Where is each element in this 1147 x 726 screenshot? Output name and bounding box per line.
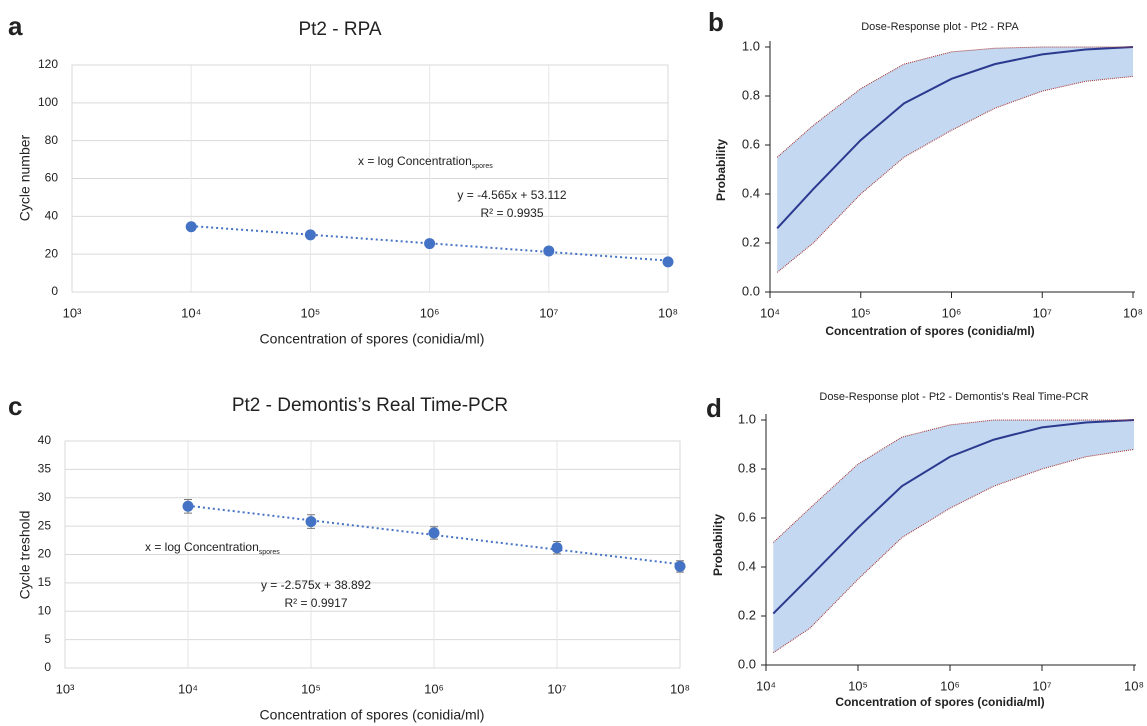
trend-equation: y = -2.575x + 38.892	[261, 578, 371, 592]
y-tick-label: 40	[38, 433, 52, 447]
estimate-line	[776, 46, 1134, 229]
y-tick-label: 0.8	[738, 460, 756, 475]
axes	[765, 414, 1136, 666]
data-point	[662, 256, 674, 268]
panel-letter: a	[8, 11, 23, 41]
x-tick-label: 10⁷	[539, 305, 558, 320]
data-point	[428, 527, 440, 539]
x-tick-label: 10⁶	[420, 305, 440, 320]
x-axis-label: Concentration of spores (conidia/ml)	[825, 324, 1034, 338]
x-tick-label: 10⁴	[178, 681, 198, 696]
y-axis-label: Probability	[714, 139, 728, 201]
y-tick-label: 0.8	[742, 87, 760, 102]
panel-letter: b	[708, 7, 724, 37]
data-point	[674, 560, 686, 572]
data-point	[543, 245, 555, 257]
y-tick-label: 100	[38, 95, 58, 109]
chart-title: Pt2 - RPA	[298, 19, 381, 40]
y-tick-label: 120	[38, 57, 58, 71]
y-tick-label: 0.2	[738, 607, 756, 622]
y-tick-label: 0.6	[738, 509, 756, 524]
x-tick-label: 10³	[63, 305, 82, 320]
bound-line	[776, 46, 1133, 158]
annotation: x = log Concentrationspores	[145, 540, 280, 556]
data-point	[185, 221, 197, 233]
y-tick-label: 1.0	[742, 38, 760, 53]
panel-letter: c	[8, 391, 22, 421]
confidence-band	[777, 47, 1133, 273]
x-tick-label: 10⁷	[1033, 305, 1052, 320]
y-tick-label: 0.4	[738, 558, 756, 573]
x-tick-label: 10⁶	[940, 678, 960, 693]
estimate-line	[772, 419, 1135, 615]
x-axis-label: Concentration of spores (conidia/ml)	[260, 331, 485, 347]
y-tick-label: 30	[38, 490, 52, 504]
y-tick-label: 40	[45, 209, 59, 223]
y-tick-label: 1.0	[738, 411, 756, 426]
x-tick-label: 10⁷	[1032, 678, 1051, 693]
x-tick-label: 10³	[56, 681, 75, 696]
y-tick-label: 20	[45, 246, 59, 260]
x-tick-label: 10⁷	[547, 681, 566, 696]
panel-letter: d	[706, 393, 722, 423]
trend-r2: R² = 0.9917	[284, 596, 347, 610]
data-point	[424, 238, 436, 250]
x-tick-label: 10⁵	[851, 305, 871, 320]
data-point	[551, 542, 563, 554]
bound-line	[772, 419, 1134, 543]
x-tick-label: 10⁴	[181, 305, 201, 320]
y-tick-label: 0.0	[738, 656, 756, 671]
chart-title: Pt2 - Demontis’s Real Time-PCR	[232, 395, 508, 416]
y-tick-label: 80	[45, 133, 59, 147]
x-tick-label: 10⁸	[670, 681, 690, 696]
x-tick-label: 10⁵	[301, 681, 321, 696]
x-axis-label: Concentration of spores (conidia/ml)	[260, 707, 485, 723]
y-tick-label: 0.4	[742, 185, 760, 200]
annotation-text: x = log Concentration	[358, 154, 472, 168]
x-axis-label: Concentration of spores (conidia/ml)	[835, 695, 1044, 709]
plot-frame	[64, 440, 681, 669]
trend-equation: y = -4.565x + 53.112	[457, 188, 567, 202]
chart-title: Dose-Response plot - Pt2 - Demontis's Re…	[819, 391, 1088, 403]
y-tick-label: 0.0	[742, 283, 760, 298]
y-tick-label: 0	[51, 284, 58, 298]
y-tick-label: 0.6	[742, 136, 760, 151]
plot-frame	[71, 64, 669, 293]
y-axis-label: Cycle number	[17, 134, 33, 221]
trend-r2: R² = 0.9935	[480, 206, 543, 220]
chart-title: Dose-Response plot - Pt2 - RPA	[861, 21, 1019, 33]
annotation-subscript: spores	[472, 163, 494, 170]
y-tick-label: 0	[44, 660, 51, 674]
confidence-band	[773, 420, 1134, 653]
bound-line	[773, 448, 1135, 654]
x-tick-label: 10⁸	[1123, 305, 1143, 320]
data-point	[305, 516, 317, 528]
annotation-subscript: spores	[259, 549, 281, 556]
y-tick-label: 15	[38, 575, 52, 589]
y-axis-label: Probability	[711, 514, 725, 576]
y-tick-label: 5	[44, 632, 51, 646]
y-tick-label: 60	[45, 171, 59, 185]
data-point	[304, 229, 316, 241]
x-tick-label: 10⁴	[760, 305, 780, 320]
y-tick-label: 25	[38, 518, 52, 532]
annotation-text: x = log Concentration	[145, 540, 259, 554]
y-tick-label: 10	[38, 603, 52, 617]
x-tick-label: 10⁴	[756, 678, 776, 693]
x-tick-label: 10⁵	[300, 305, 320, 320]
y-axis-label: Cycle treshold	[17, 511, 33, 600]
x-tick-label: 10⁸	[658, 305, 678, 320]
axes	[769, 41, 1135, 293]
y-tick-label: 20	[38, 547, 52, 561]
x-tick-label: 10⁶	[424, 681, 444, 696]
x-tick-label: 10⁶	[942, 305, 962, 320]
y-tick-label: 0.2	[742, 234, 760, 249]
y-tick-label: 35	[38, 462, 52, 476]
x-tick-label: 10⁸	[1124, 678, 1144, 693]
annotation: x = log Concentrationspores	[358, 154, 493, 170]
x-tick-label: 10⁵	[848, 678, 868, 693]
bound-line	[776, 75, 1134, 273]
data-point	[182, 500, 194, 512]
